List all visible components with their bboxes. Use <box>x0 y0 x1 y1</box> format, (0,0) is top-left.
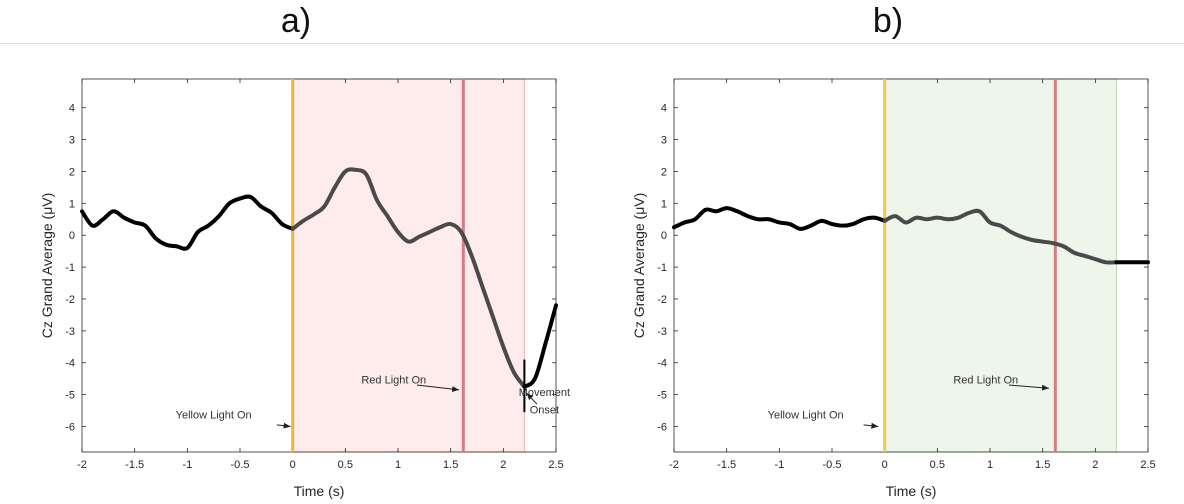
y-tick-label: -2 <box>657 294 667 306</box>
y-tick-label: 4 <box>661 103 667 115</box>
y-tick-label: 3 <box>661 135 667 147</box>
x-tick-label: -2 <box>77 459 87 471</box>
chart-a-svg: -2 -1.5 -1 -0.5 0 0.5 1 1.5 2 2.5 -6 -5 -4 -3 -2 -1 0 1 2 3… <box>39 78 570 499</box>
y-tick-label: -1 <box>65 262 75 274</box>
axes-box <box>673 78 1149 453</box>
movement-onset-annotation-text-line2: Onset <box>530 405 559 417</box>
x-tick-label: 1.5 <box>443 459 458 471</box>
yellow-light-annotation-arrow <box>276 422 291 429</box>
y-tick-label: 0 <box>69 230 75 242</box>
x-axis-label: Time (s) <box>294 483 345 499</box>
x-tick-label: -1 <box>774 459 784 471</box>
x-tick-label: -0.5 <box>823 459 842 471</box>
red-light-annotation-arrow <box>1008 384 1050 391</box>
y-tick-label: -4 <box>657 358 667 370</box>
series-line-segment <box>882 208 1119 265</box>
y-tick-label: -3 <box>657 326 667 338</box>
red-light-annotation-text: Red Light On <box>953 374 1018 386</box>
y-tick-label: 2 <box>661 166 667 178</box>
x-tick-label: -1.5 <box>125 459 144 471</box>
red-light-annotation-arrow <box>416 384 460 393</box>
y-tick-label: -1 <box>657 262 667 274</box>
panel-title: a) <box>280 2 312 40</box>
x-tick-label: -2 <box>669 459 679 471</box>
shaded-region <box>884 78 1117 453</box>
y-tick-label: 0 <box>661 230 667 242</box>
yellow-light-annotation-text: Yellow Light On <box>768 410 844 422</box>
x-tick-label: 2.5 <box>1140 459 1155 471</box>
y-tick-label: -5 <box>657 390 667 402</box>
chart-b-svg: -2 -1.5 -1 -0.5 0 0.5 1 1.5 2 2.5 -6 -5 -4 -3 -2 -1 0 1 2 3… <box>631 78 1156 499</box>
y-tick-label: -2 <box>65 294 75 306</box>
x-tick-label: 0 <box>290 459 296 471</box>
y-tick-label: -6 <box>65 421 75 433</box>
title-divider <box>592 43 1184 44</box>
y-tick-label: 4 <box>69 103 75 115</box>
yellow-light-annotation-text: Yellow Light On <box>176 410 252 422</box>
y-axis-label: Cz Grand Average (μV) <box>39 193 55 339</box>
series-line-segment <box>290 167 527 389</box>
y-tick-label: -3 <box>65 326 75 338</box>
series-line-segment <box>80 194 295 251</box>
x-tick-label: -1 <box>182 459 192 471</box>
series-line-segment <box>672 206 887 231</box>
y-tick-label: 1 <box>69 198 75 210</box>
chart-panel-b: b) -2 -1.5 -1 -0.5 0 0.5 1 1.5 2 2.5 -6 -5 -4 -3 -2 -1 0… <box>592 0 1184 504</box>
y-tick-label: 3 <box>69 135 75 147</box>
x-axis-label: Time (s) <box>886 483 937 499</box>
y-tick-label: -5 <box>65 390 75 402</box>
axes-box <box>81 78 557 453</box>
x-tick-label: 1 <box>987 459 993 471</box>
x-tick-label: 0.5 <box>338 459 353 471</box>
x-tick-label: 2 <box>1092 459 1098 471</box>
x-tick-label: 0.5 <box>930 459 945 471</box>
y-tick-label: -6 <box>657 421 667 433</box>
movement-onset-annotation-arrow <box>526 392 538 405</box>
x-tick-label: 1 <box>395 459 401 471</box>
x-tick-label: 2 <box>500 459 506 471</box>
x-tick-label: 2.5 <box>548 459 563 471</box>
x-tick-label: -1.5 <box>717 459 736 471</box>
x-tick-label: 0 <box>882 459 888 471</box>
y-tick-label: 1 <box>661 198 667 210</box>
panel-title: b) <box>872 2 904 40</box>
x-tick-label: 1.5 <box>1035 459 1050 471</box>
yellow-light-annotation-arrow <box>863 422 879 429</box>
title-divider <box>0 43 592 44</box>
series-line-segment <box>522 303 558 389</box>
chart-panel-a: a) -2 -1.5 -1 -0.5 0 0.5 1 1.5 2 2.5 -6 -5 -4 -3 -2 -1 0… <box>0 2 592 499</box>
shaded-region <box>292 78 525 453</box>
red-light-annotation-text: Red Light On <box>361 374 426 386</box>
y-tick-label: 2 <box>69 166 75 178</box>
y-axis-label: Cz Grand Average (μV) <box>631 193 647 339</box>
y-tick-label: -4 <box>65 358 75 370</box>
x-tick-label: -0.5 <box>231 459 250 471</box>
